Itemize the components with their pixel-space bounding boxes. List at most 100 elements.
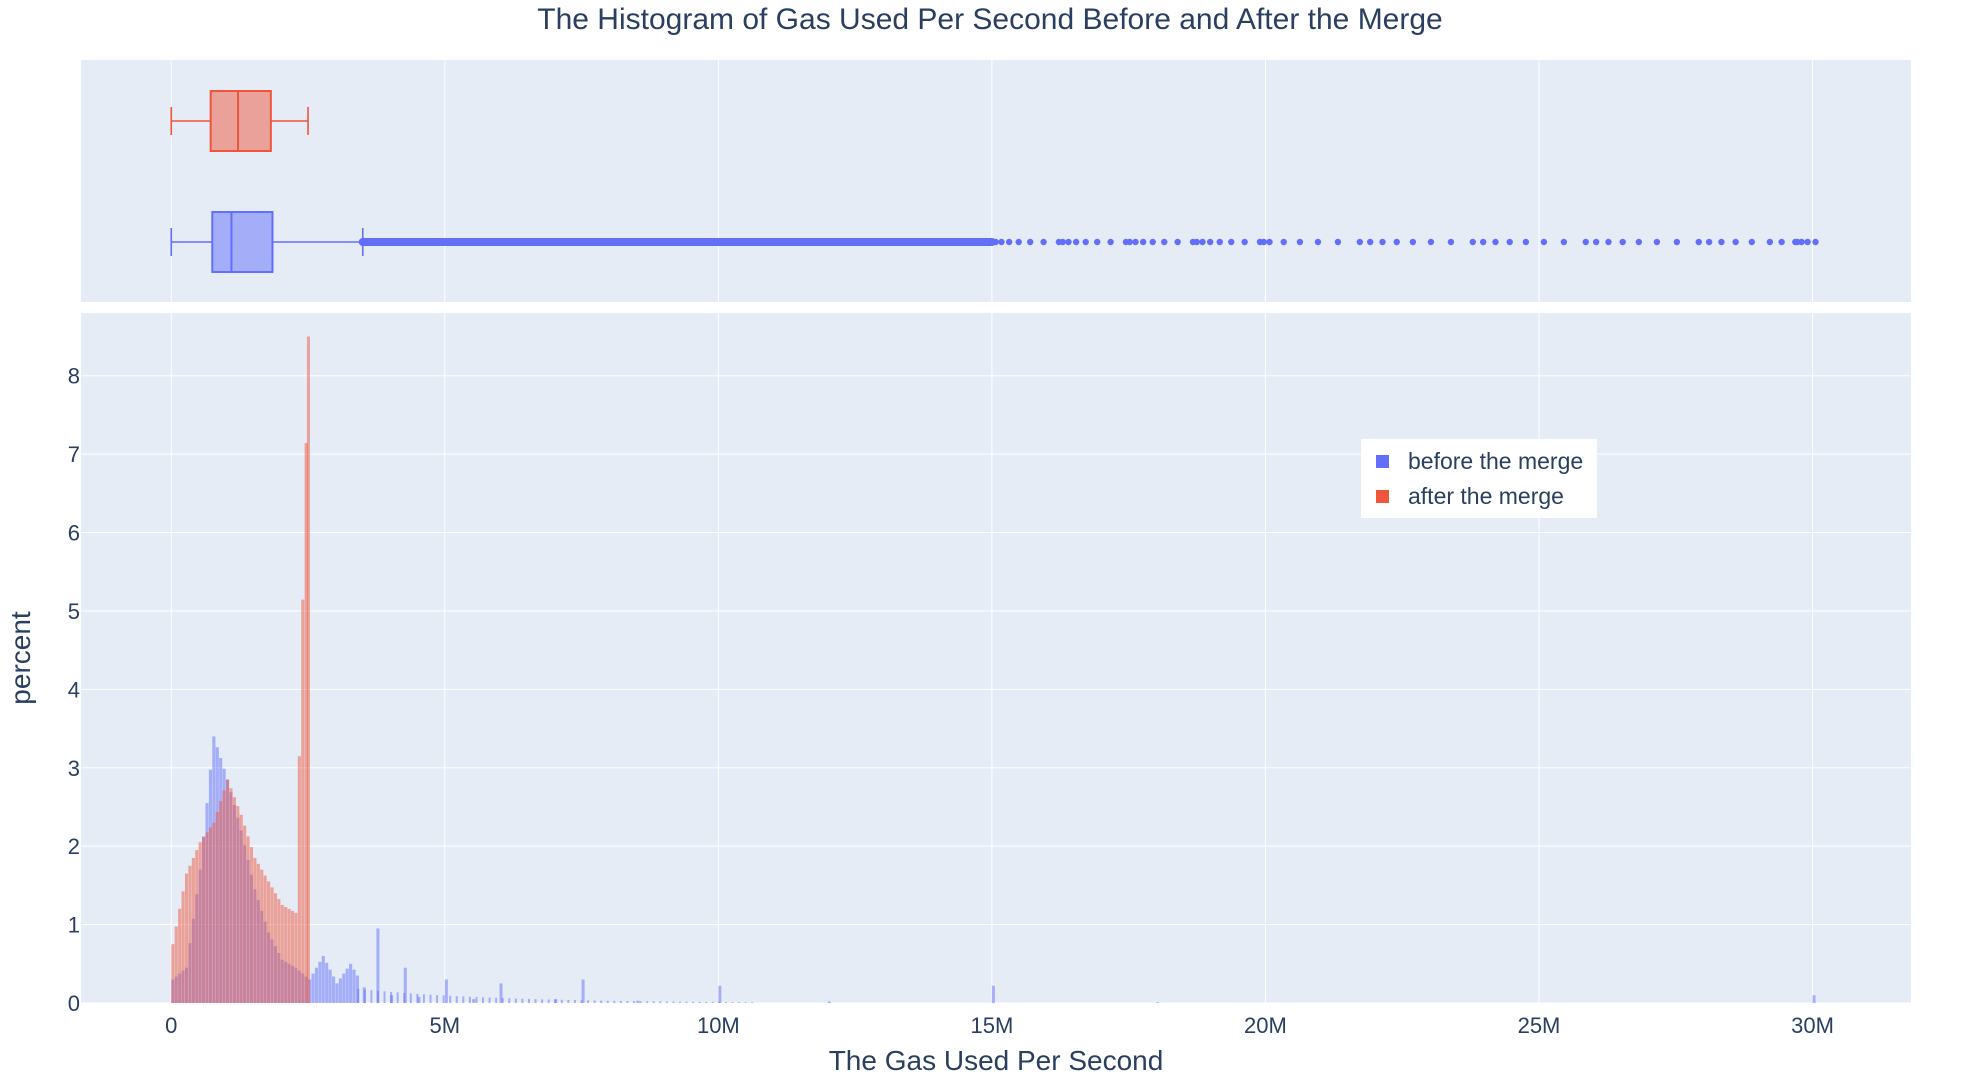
outlier-point [1228,238,1235,246]
x-tick-label: 10M [697,1013,740,1038]
y-tick-label: 4 [68,677,80,702]
outlier-point [1126,238,1133,246]
outlier-point [1379,238,1386,246]
histogram-tail-bar [521,998,524,1003]
box-plot-gridlines [170,60,1814,302]
histogram-series-after [171,336,310,1004]
outlier-point [1199,238,1206,246]
outlier-point [1094,238,1101,246]
histogram-tail-bar [501,998,504,1003]
histogram-bar [202,837,206,1003]
histogram-bar [297,756,301,1003]
outlier-point [1026,238,1034,246]
histogram-bar [280,904,284,1003]
histogram-bar [219,801,223,1003]
outlier-point [1266,238,1273,246]
histogram-bar [178,908,182,1003]
histogram-tail-bar [422,994,425,1003]
outlier-point [1149,238,1156,246]
x-tick-label: 0 [165,1013,177,1038]
outlier-point [1065,238,1072,246]
histogram-bar [222,790,226,1003]
histogram-bar [253,857,257,1003]
outlier-point [1560,238,1568,246]
histogram-bar [284,906,288,1003]
histogram-bar [318,961,322,1003]
histogram-tail-bar [409,993,412,1003]
histogram-tail-bar [462,996,465,1003]
legend-label-after[interactable]: after the merge [1408,483,1564,509]
histogram-bar [267,881,271,1003]
histogram-bar [249,847,254,1003]
histogram-tail-bar [396,992,399,1003]
outlier-point [1367,238,1374,246]
histogram-bar [301,599,305,1003]
histogram-bar [349,963,353,1003]
histogram-bar [215,811,219,1003]
histogram-tail-bar [514,998,517,1003]
histogram-bar [325,962,329,1003]
histogram-spike [636,1000,640,1003]
outlier-point [1748,238,1755,246]
histogram-spike [403,967,407,1003]
histogram-tail-bar [711,1001,714,1003]
histogram-spike [1812,995,1816,1003]
histogram-tail-bar [554,999,557,1003]
histogram-tail-bar [639,1001,642,1003]
legend-label-before[interactable]: before the merge [1408,448,1583,474]
histogram-bars-layer [171,336,1816,1004]
outlier-point [1619,238,1626,246]
histogram-bar [208,827,213,1003]
histogram-tail-bar [455,996,458,1003]
histogram-tail-bar [678,1001,681,1003]
legend[interactable]: before the merge after the merge [1361,439,1597,518]
histogram-tail-bar [698,1001,701,1003]
outlier-point [1506,238,1513,246]
outlier-point [1522,238,1530,246]
histogram-tail-bar [508,998,511,1003]
outlier-point [1139,238,1147,246]
histogram-spike [718,985,722,1003]
histogram-tail-bar [573,1000,576,1003]
histogram-bar [243,825,247,1003]
histogram-tail-bar [613,1000,616,1003]
histogram-tail-bar [541,999,544,1003]
outlier-point [1356,238,1364,246]
histogram-tail-bar [626,1001,629,1003]
outlier-point [1161,238,1168,246]
histogram-bar [225,779,230,1003]
histogram-tail-bar [600,1000,603,1003]
histogram-tail-bar [738,1002,741,1003]
outlier-point [1059,238,1066,246]
y-tick-label: 0 [68,991,80,1016]
histogram-bar [184,873,189,1003]
histogram-gridlines [81,313,1911,1004]
histogram-tail-bar [449,995,452,1003]
histogram-bar [277,899,281,1003]
outlier-point [1296,238,1304,246]
x-tick-label: 30M [1791,1013,1834,1038]
outlier-point [1082,238,1089,246]
histogram-tail-bar [724,1002,727,1003]
y-tick-label: 3 [68,756,80,781]
legend-swatch-after [1376,490,1389,503]
histogram-spike [306,336,310,1004]
histogram-tail-bar [705,1001,708,1003]
outlier-point [1314,238,1322,246]
histogram-bar [338,978,342,1003]
histogram-tail-bar [442,995,445,1003]
histogram-tail-bar [606,1000,609,1003]
histogram-tail-bar [390,991,393,1003]
box-plot-layer [170,90,1819,273]
histogram-bar [181,891,185,1003]
histogram-bar [314,967,318,1003]
histogram-tail-bar [534,999,537,1003]
histogram-bar [205,832,209,1003]
histogram-tail-bar [416,993,419,1003]
histogram-bar [195,850,199,1003]
histogram-bar [352,969,356,1003]
histogram-bar [270,887,274,1003]
histogram-tail-bar [685,1001,688,1003]
histogram-bar [311,973,315,1003]
